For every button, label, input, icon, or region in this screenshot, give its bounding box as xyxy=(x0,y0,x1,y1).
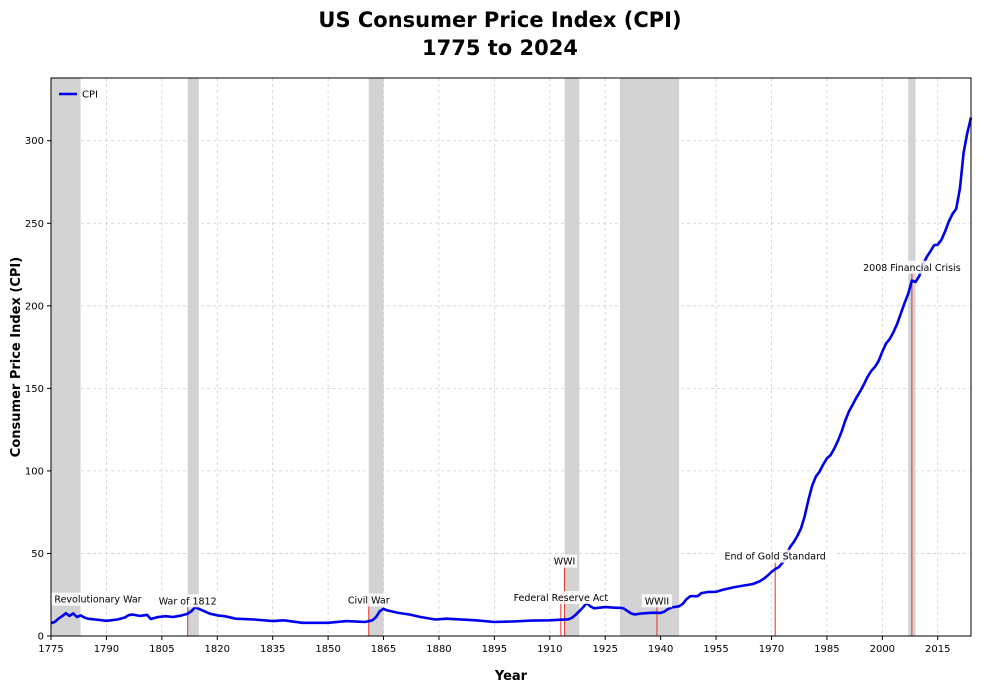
annotation-label: WWII xyxy=(645,596,669,607)
x-axis-title: Year xyxy=(494,669,528,684)
chart-title: US Consumer Price Index (CPI) xyxy=(318,8,682,32)
shaded-periods xyxy=(51,78,916,636)
y-axis-title: Consumer Price Index (CPI) xyxy=(9,257,24,457)
x-tick-label: 1895 xyxy=(482,644,507,655)
x-tick-label: 1835 xyxy=(260,644,285,655)
y-tick-label: 250 xyxy=(25,219,44,230)
annotation-background xyxy=(503,590,619,604)
series-group xyxy=(50,117,973,625)
annotation-label: 2008 Financial Crisis xyxy=(863,263,961,274)
annotation-background xyxy=(552,554,577,568)
x-tick-label: 1775 xyxy=(38,644,63,655)
y-tick-label: 300 xyxy=(25,136,44,147)
x-axis-ticks: 1775 1790 1805 1820 1835 1850 1865 1880 1895 1910… xyxy=(38,636,950,655)
annotation-label: War of 1812 xyxy=(159,596,217,607)
y-tick-label: 0 xyxy=(38,632,44,643)
chart-subtitle: 1775 to 2024 xyxy=(422,36,578,60)
y-tick-label: 100 xyxy=(25,466,44,477)
x-tick-label: 1940 xyxy=(648,644,673,655)
x-tick-label: 2000 xyxy=(870,644,895,655)
shaded-period xyxy=(619,78,680,636)
y-tick-label: 200 xyxy=(25,301,44,312)
annotation-label: End of Gold Standard xyxy=(725,552,826,563)
x-tick-label: 1880 xyxy=(426,644,451,655)
x-tick-label: 1970 xyxy=(759,644,784,655)
cpi-series-line xyxy=(50,117,973,625)
y-axis-ticks: 0 50 100 150 200 250 300 xyxy=(25,136,51,643)
x-tick-label: 1955 xyxy=(703,644,728,655)
x-tick-label: 1805 xyxy=(149,644,174,655)
legend-label: CPI xyxy=(82,90,98,101)
y-tick-label: 150 xyxy=(25,384,44,395)
annotation-background xyxy=(152,594,223,608)
x-tick-label: 1790 xyxy=(94,644,119,655)
event-annotations: Revolutionary War War of 1812 Civil War Fed… xyxy=(46,260,975,608)
shaded-period xyxy=(368,78,384,636)
annotation-background xyxy=(339,593,398,607)
plot-area-frame xyxy=(50,77,972,637)
annotation-background xyxy=(641,594,673,608)
annotation-background xyxy=(715,549,836,563)
legend: CPI xyxy=(59,90,98,101)
annotation-label: Civil War xyxy=(348,595,390,606)
x-tick-label: 1820 xyxy=(205,644,230,655)
x-tick-label: 1910 xyxy=(537,644,562,655)
annotation-label: Federal Reserve Act xyxy=(514,593,609,604)
annotation-label: Revolutionary War xyxy=(54,595,141,606)
x-tick-label: 1850 xyxy=(315,644,340,655)
shaded-period xyxy=(564,78,580,636)
shaded-period xyxy=(187,78,199,636)
annotation-background xyxy=(849,260,975,274)
x-tick-label: 1865 xyxy=(371,644,396,655)
annotation-label: WWI xyxy=(554,557,576,568)
annotation-background xyxy=(46,592,150,606)
x-tick-label: 1925 xyxy=(592,644,617,655)
shaded-period xyxy=(51,78,81,636)
x-tick-label: 1985 xyxy=(814,644,839,655)
x-tick-label: 2015 xyxy=(925,644,950,655)
y-tick-label: 50 xyxy=(31,549,44,560)
